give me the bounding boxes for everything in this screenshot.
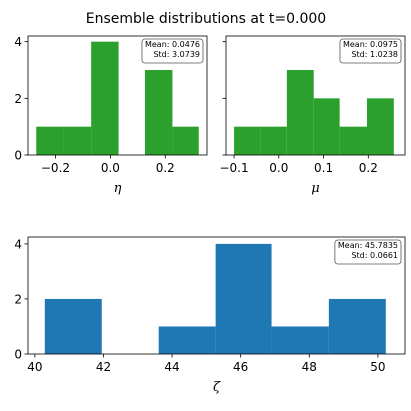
annotation-box [339,38,402,64]
x-tick-label: 0.1 [314,161,333,175]
annotation-text: Std: 1.0238 [351,50,398,59]
annotation-text: Std: 3.0739 [153,50,200,59]
x-tick-label: 0.2 [359,161,378,175]
x-tick-label: 44 [164,360,179,374]
y-tick-label: 4 [14,237,22,251]
histogram-bar [36,126,64,155]
x-tick-label: 42 [96,360,111,374]
annotation-box [141,38,204,64]
histogram-bar [260,126,287,155]
axes-frame [27,35,208,156]
histogram-bar [63,126,92,155]
histogram-bar [91,41,119,155]
x-axis-label: μ [311,181,319,196]
x-tick-label: 50 [370,360,385,374]
x-tick-label: −0.1 [219,161,248,175]
histogram-bar [328,298,386,354]
histogram-bar [313,98,340,155]
annotation-text: Mean: 0.0476 [145,40,200,49]
axes-frame [225,35,406,156]
x-tick-label: 40 [27,360,42,374]
x-tick-label: 0.0 [101,161,120,175]
y-tick-label: 0 [14,149,22,163]
annotation-text: Mean: 45.7835 [338,241,398,250]
x-tick-label: 48 [302,360,317,374]
histogram-bar [286,70,314,155]
x-tick-label: −0.2 [41,161,70,175]
histogram-bar [339,126,367,155]
histogram-bar [172,126,199,155]
x-axis-label: ζ [213,380,221,395]
histogram-bar [144,70,173,155]
x-tick-label: 0.2 [156,161,175,175]
annotation-text: Std: 0.0661 [351,251,398,260]
figure-title: Ensemble distributions at t=0.000 [86,11,326,27]
annotation-text: Mean: 0.0975 [343,40,398,49]
histogram-bar [366,98,394,155]
y-tick-label: 4 [14,35,22,49]
histogram-bar [44,298,102,354]
histogram-bar [215,243,272,354]
y-tick-label: 2 [14,292,22,306]
histogram-bar [158,326,216,354]
x-axis-label: η [114,181,122,196]
histogram-bar [234,126,261,155]
y-tick-label: 0 [14,348,22,362]
x-tick-label: 46 [233,360,248,374]
axes-frame [27,236,406,355]
y-tick-label: 2 [14,92,22,106]
x-tick-label: 0.0 [269,161,288,175]
annotation-box [334,239,402,265]
histogram-bar [271,326,329,354]
